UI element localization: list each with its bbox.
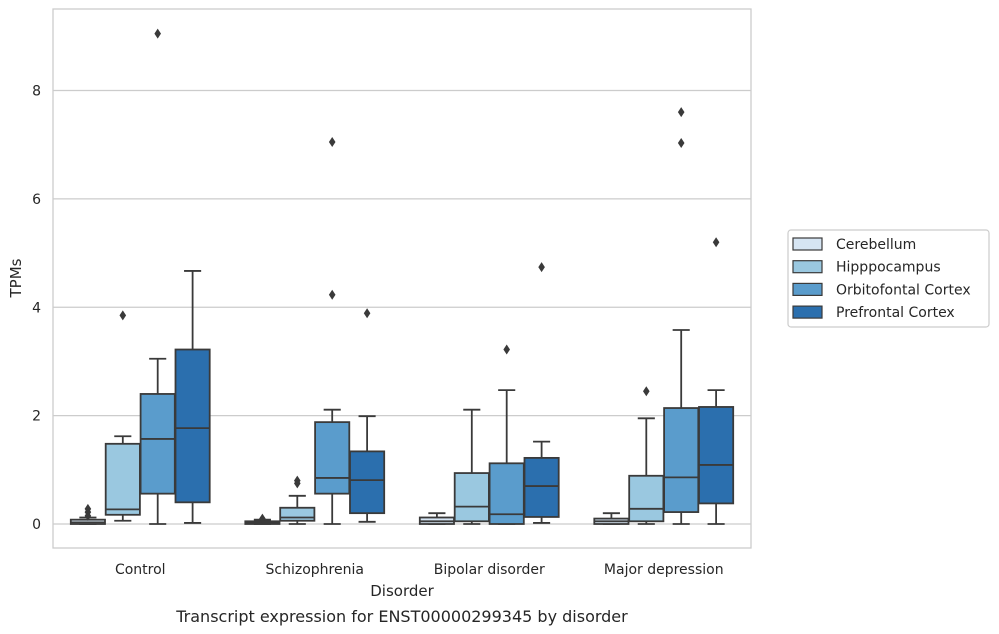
legend-swatch [792,305,823,319]
box-iqr [174,348,211,504]
y-axis-label: TPMs [7,258,25,298]
outlier-point [119,310,127,321]
plot-frame [52,8,752,549]
box-iqr [698,406,735,505]
box-iqr [139,393,176,495]
box-iqr [523,456,560,518]
box-hipppocampus [279,475,316,525]
x-tick-labels: Control Schizophrenia Bipolar disorder Majo… [115,562,724,578]
outlier-point [538,262,545,273]
box-hipppocampus [453,408,490,525]
y-tick-label: 2 [32,409,41,425]
legend-label: Prefrontal Cortex [836,305,955,321]
box-cerebellum [69,503,106,525]
y-tick-label: 8 [32,84,41,100]
box-iqr [314,421,351,495]
outlier-point [677,107,685,118]
box-orbitofontal-cortex [663,107,700,525]
legend-swatch [792,260,823,274]
legend-label: Orbitofontal Cortex [836,282,971,298]
legend-swatch [792,282,823,296]
outlier-point [84,503,92,514]
box-prefrontal-cortex [349,308,386,523]
legend-swatch [792,237,823,251]
box-orbitofontal-cortex [139,28,176,525]
y-tick-label: 4 [32,300,41,316]
outlier-point [503,344,510,355]
box-iqr [104,442,141,516]
outlier-point [328,289,336,300]
box-prefrontal-cortex [174,270,211,524]
box-cerebellum [418,512,455,525]
y-tick-label: 0 [32,517,41,533]
x-tick-label: Schizophrenia [266,562,364,578]
chart-caption: Transcript expression for ENST0000029934… [175,607,628,626]
legend-frame [787,229,990,328]
outlier-point [712,237,720,248]
box-orbitofontal-cortex [488,344,525,525]
outlier-point [154,28,161,39]
box-orbitofontal-cortex [314,136,351,525]
box-cerebellum [593,512,630,525]
outlier-point [643,386,650,397]
x-tick-label: Control [115,562,166,578]
box-prefrontal-cortex [698,237,735,525]
box-groups [69,28,735,525]
outlier-point [294,475,301,486]
box-cerebellum [244,513,281,525]
legend-label: Cerebellum [836,237,916,253]
legend: Cerebellum Hipppocampus Orbitofontal Corte… [787,229,990,328]
box-prefrontal-cortex [523,262,560,524]
outlier-point [259,513,266,524]
box-iqr [663,407,700,513]
outlier-point [328,136,336,147]
box-iqr [453,472,490,523]
y-tick-label: 6 [32,192,41,208]
outlier-point [363,308,371,319]
x-axis-label: Disorder [370,582,434,600]
x-tick-label: Major depression [604,562,724,578]
box-hipppocampus [628,386,665,525]
box-iqr [279,506,316,522]
outlier-point [677,138,685,149]
box-iqr [349,450,386,515]
box-iqr [628,474,665,523]
x-tick-label: Bipolar disorder [434,562,545,578]
legend-label: Hipppocampus [836,260,941,276]
y-tick-labels: 0 2 4 6 8 [32,84,41,534]
